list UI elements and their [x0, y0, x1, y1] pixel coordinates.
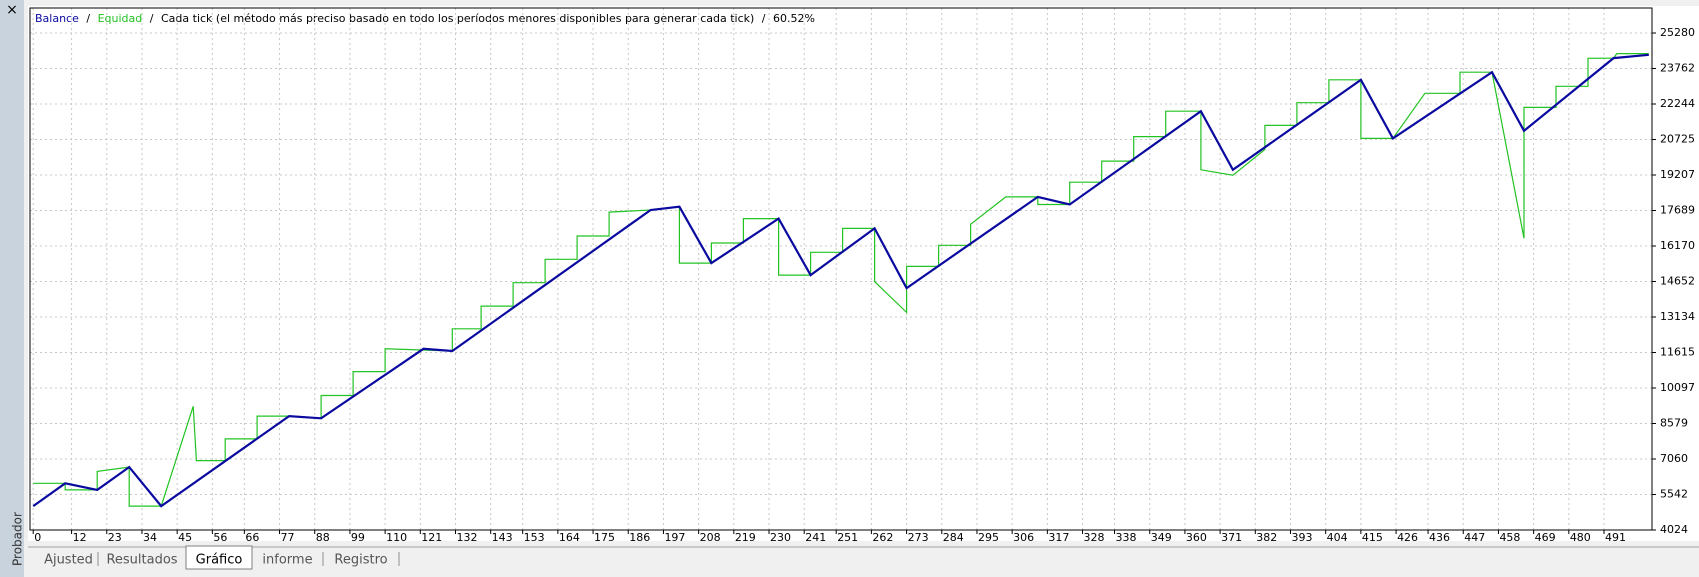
x-tick-label: 349 — [1151, 531, 1172, 544]
x-tick-label: 208 — [700, 531, 721, 544]
tab-bg — [185, 545, 253, 570]
x-tick-label: 328 — [1084, 531, 1105, 544]
x-tick-label: 56 — [213, 531, 227, 544]
separator: / — [150, 12, 154, 25]
x-tick-label: 393 — [1291, 531, 1312, 544]
legend-entry: Equidad — [98, 12, 143, 25]
x-tick-label: 317 — [1048, 531, 1069, 544]
separator: / — [762, 12, 766, 25]
tab-label[interactable]: Registro — [334, 553, 387, 568]
x-tick-label: 273 — [908, 531, 929, 544]
legend-entry: Balance — [35, 12, 79, 25]
y-tick-label: 5542 — [1660, 488, 1688, 501]
x-tick-label: 458 — [1499, 531, 1520, 544]
x-tick-label: 0 — [34, 531, 41, 544]
y-tick-label: 23762 — [1660, 62, 1695, 75]
x-tick-label: 186 — [629, 531, 650, 544]
x-tick-label: 447 — [1464, 531, 1485, 544]
x-tick-label: 295 — [978, 531, 999, 544]
x-tick-label: 12 — [73, 531, 87, 544]
y-tick-label: 14652 — [1660, 275, 1695, 288]
x-tick-label: 436 — [1429, 531, 1450, 544]
x-tick-label: 491 — [1605, 531, 1626, 544]
side-strip — [0, 0, 24, 577]
y-tick-label: 20725 — [1660, 133, 1695, 146]
tab-label[interactable]: Ajusted — [44, 553, 93, 568]
y-tick-label: 8579 — [1660, 417, 1688, 430]
y-tick-label: 13134 — [1660, 310, 1695, 323]
tab-label[interactable]: Gráfico — [196, 553, 243, 568]
mode-text: Cada tick (el método más preciso basado … — [161, 12, 754, 25]
tab[interactable]: Ajusted — [44, 552, 99, 568]
x-tick-label: 110 — [386, 531, 407, 544]
x-tick-label: 164 — [559, 531, 580, 544]
x-tick-label: 153 — [524, 531, 545, 544]
y-tick-label: 4024 — [1660, 523, 1688, 536]
x-tick-label: 382 — [1256, 531, 1277, 544]
y-tick-label: 25280 — [1660, 26, 1695, 39]
quality-text: 60.52% — [773, 12, 815, 25]
y-tick-label: 7060 — [1660, 452, 1688, 465]
x-tick-label: 306 — [1013, 531, 1034, 544]
x-tick-label: 480 — [1570, 531, 1591, 544]
x-tick-label: 77 — [281, 531, 295, 544]
x-tick-label: 241 — [805, 531, 826, 544]
x-tick-label: 230 — [770, 531, 791, 544]
x-tick-label: 284 — [943, 531, 964, 544]
tab-label[interactable]: Resultados — [106, 553, 177, 568]
x-tick-label: 219 — [735, 531, 756, 544]
y-tick-label: 10097 — [1660, 381, 1695, 394]
chart-header: Balance / Equidad / Cada tick (el método… — [35, 12, 815, 25]
x-tick-label: 469 — [1535, 531, 1556, 544]
plot-frame — [29, 7, 1653, 531]
tab[interactable]: informe — [262, 552, 324, 568]
x-tick-label: 371 — [1221, 531, 1242, 544]
x-tick-label: 66 — [245, 531, 259, 544]
x-tick-label: 338 — [1116, 531, 1137, 544]
separator: / — [86, 12, 90, 25]
x-tick-label: 360 — [1186, 531, 1207, 544]
y-tick-label: 22244 — [1660, 97, 1695, 110]
x-tick-label: 88 — [316, 531, 330, 544]
x-tick-label: 197 — [664, 531, 685, 544]
y-tick-label: 11615 — [1660, 346, 1695, 359]
x-tick-label: 23 — [108, 531, 122, 544]
y-tick-label: 19207 — [1660, 168, 1695, 181]
x-tick-label: 45 — [178, 531, 192, 544]
x-tick-label: 99 — [351, 531, 365, 544]
x-tick-label: 426 — [1397, 531, 1418, 544]
x-tick-label: 34 — [143, 531, 157, 544]
close-button[interactable]: × — [6, 2, 18, 18]
x-tick-label: 121 — [421, 531, 442, 544]
series-line — [32, 53, 1649, 508]
x-tick-label: 404 — [1327, 531, 1348, 544]
chart-bg — [28, 6, 1699, 541]
y-tick-label: 16170 — [1660, 239, 1695, 252]
x-tick-label: 143 — [492, 531, 513, 544]
side-label: Probador — [11, 512, 25, 566]
tab-label[interactable]: informe — [262, 553, 312, 568]
tab[interactable]: Registro — [334, 552, 400, 568]
tab[interactable]: Gráfico — [185, 545, 253, 570]
x-tick-label: 251 — [837, 531, 858, 544]
y-tick-label: 17689 — [1660, 204, 1695, 217]
x-tick-label: 132 — [456, 531, 477, 544]
x-tick-label: 415 — [1362, 531, 1383, 544]
x-tick-label: 175 — [594, 531, 615, 544]
tab[interactable]: Resultados — [106, 552, 187, 568]
x-tick-label: 262 — [872, 531, 893, 544]
